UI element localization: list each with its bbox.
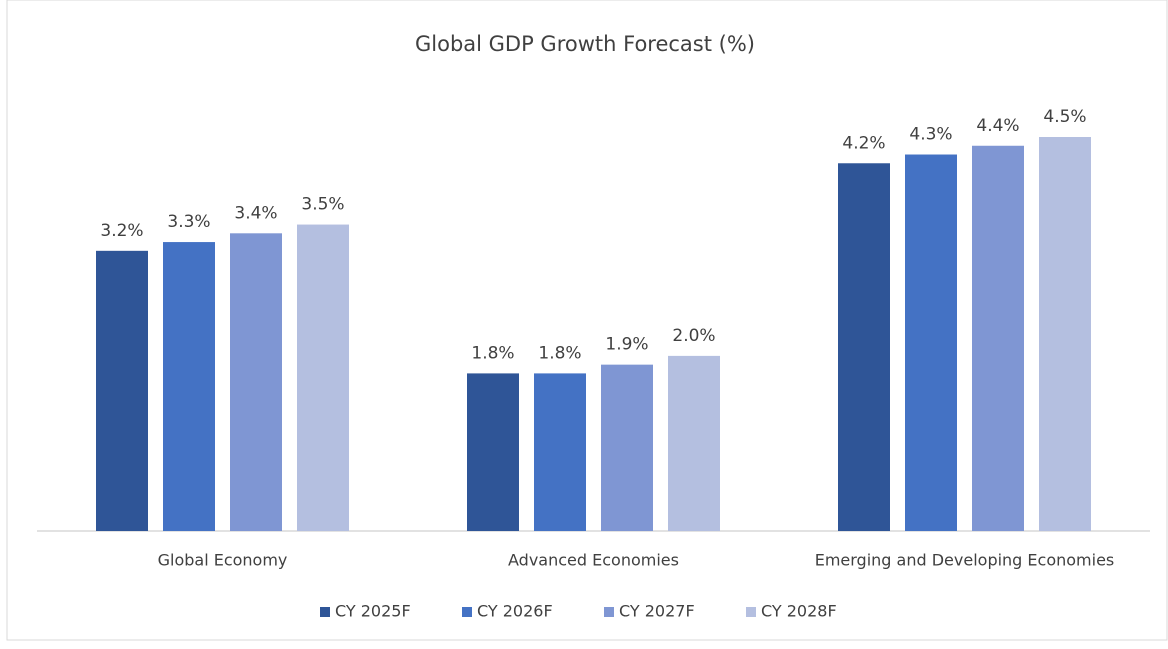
bar (972, 145, 1024, 531)
data-label: 3.2% (100, 221, 143, 241)
x-tick-label: Advanced Economies (508, 551, 679, 570)
legend-label: CY 2028F (761, 602, 837, 621)
data-label: 3.5% (301, 195, 344, 215)
bar (534, 373, 586, 531)
bar (1039, 137, 1091, 531)
legend-swatch (746, 607, 756, 617)
bar (668, 355, 720, 531)
x-tick-label: Global Economy (158, 551, 288, 570)
data-label: 3.3% (167, 212, 210, 232)
data-label: 4.2% (842, 133, 885, 153)
x-tick-label: Emerging and Developing Economies (815, 551, 1115, 570)
legend-swatch (320, 607, 330, 617)
data-label: 4.4% (976, 116, 1019, 136)
chart-frame (6, 0, 1168, 641)
bar (96, 250, 148, 532)
legend-swatch (462, 607, 472, 617)
data-label: 4.5% (1043, 107, 1086, 127)
data-label: 1.8% (538, 343, 581, 363)
bar (297, 224, 349, 532)
data-label: 3.4% (234, 203, 277, 223)
data-label: 1.8% (471, 343, 514, 363)
bar (230, 233, 282, 532)
bar (601, 364, 653, 531)
legend-label: CY 2025F (335, 602, 411, 621)
chart-title: Global GDP Growth Forecast (%) (415, 32, 755, 56)
bar (838, 163, 890, 531)
bar (163, 242, 215, 532)
bar (467, 373, 519, 531)
data-label: 4.3% (909, 125, 952, 145)
data-label: 1.9% (605, 335, 648, 355)
legend-label: CY 2026F (477, 602, 553, 621)
legend-label: CY 2027F (619, 602, 695, 621)
data-label: 2.0% (672, 326, 715, 346)
bar (905, 154, 957, 531)
legend-swatch (604, 607, 614, 617)
